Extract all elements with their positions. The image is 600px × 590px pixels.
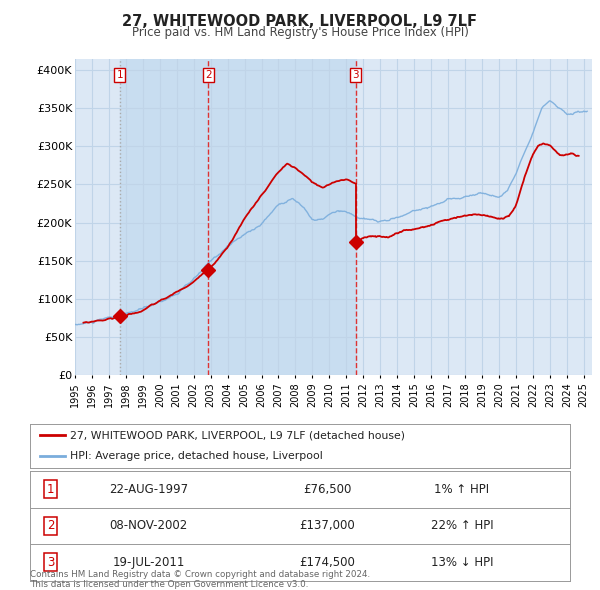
- Text: 3: 3: [47, 556, 54, 569]
- Text: 27, WHITEWOOD PARK, LIVERPOOL, L9 7LF: 27, WHITEWOOD PARK, LIVERPOOL, L9 7LF: [122, 14, 478, 30]
- Text: HPI: Average price, detached house, Liverpool: HPI: Average price, detached house, Live…: [71, 451, 323, 461]
- Text: 1: 1: [116, 70, 123, 80]
- Text: 27, WHITEWOOD PARK, LIVERPOOL, L9 7LF (detached house): 27, WHITEWOOD PARK, LIVERPOOL, L9 7LF (d…: [71, 430, 406, 440]
- Text: 13% ↓ HPI: 13% ↓ HPI: [431, 556, 493, 569]
- Text: 2: 2: [205, 70, 212, 80]
- Text: £76,500: £76,500: [303, 483, 351, 496]
- Text: 22% ↑ HPI: 22% ↑ HPI: [431, 519, 493, 532]
- Text: Price paid vs. HM Land Registry's House Price Index (HPI): Price paid vs. HM Land Registry's House …: [131, 26, 469, 39]
- Text: 2: 2: [47, 519, 54, 532]
- Bar: [120, 59, 208, 375]
- Text: £137,000: £137,000: [299, 519, 355, 532]
- Text: 1% ↑ HPI: 1% ↑ HPI: [434, 483, 490, 496]
- Text: This data is licensed under the Open Government Licence v3.0.: This data is licensed under the Open Gov…: [30, 579, 308, 589]
- Text: 1: 1: [47, 483, 54, 496]
- Text: 3: 3: [352, 70, 359, 80]
- Text: 22-AUG-1997: 22-AUG-1997: [109, 483, 188, 496]
- Text: Contains HM Land Registry data © Crown copyright and database right 2024.: Contains HM Land Registry data © Crown c…: [30, 570, 370, 579]
- Text: 08-NOV-2002: 08-NOV-2002: [110, 519, 188, 532]
- Text: £174,500: £174,500: [299, 556, 355, 569]
- Bar: [208, 59, 356, 375]
- Text: 19-JUL-2011: 19-JUL-2011: [113, 556, 185, 569]
